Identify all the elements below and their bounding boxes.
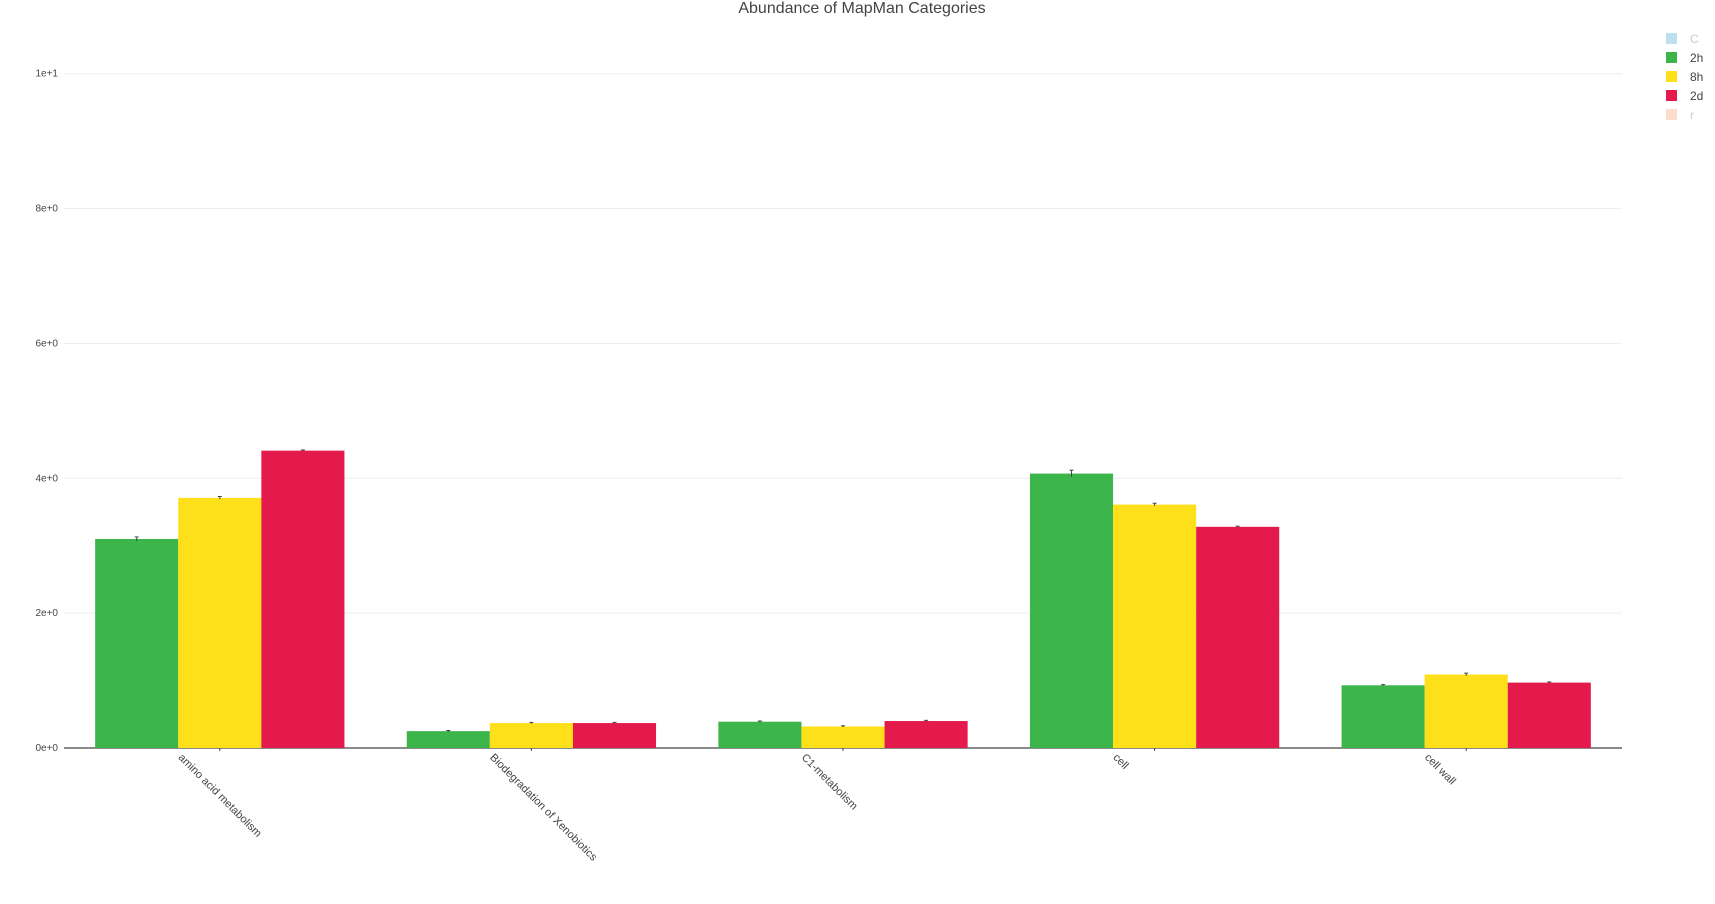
bar-2d-0[interactable] bbox=[261, 450, 345, 748]
bar-8h-2[interactable] bbox=[801, 726, 885, 748]
y-tick-label: 1e+1 bbox=[35, 69, 58, 80]
y-tick-label: 2e+0 bbox=[35, 608, 58, 619]
bar-2d-1[interactable] bbox=[572, 723, 657, 748]
legend-label: 2d bbox=[1690, 89, 1703, 103]
bar-2h-1[interactable] bbox=[406, 731, 490, 748]
y-tick-label: 8e+0 bbox=[35, 204, 58, 215]
x-tick-label: C1-metabolism bbox=[799, 752, 860, 813]
bar-2d-4[interactable] bbox=[1507, 682, 1591, 748]
legend-swatch bbox=[1666, 109, 1677, 120]
legend-swatch bbox=[1666, 52, 1677, 63]
legend-label: C bbox=[1690, 32, 1699, 46]
bar-2h-0[interactable] bbox=[95, 538, 179, 748]
y-tick-label: 0e+0 bbox=[35, 743, 58, 754]
y-tick-label: 6e+0 bbox=[35, 338, 58, 349]
bar-2h-2[interactable] bbox=[718, 721, 802, 748]
x-tick-label: cell bbox=[1110, 752, 1130, 772]
legend-item-2d[interactable]: 2d bbox=[1666, 89, 1703, 103]
x-tick-label: cell wall bbox=[1422, 752, 1458, 788]
bar-8h-0[interactable] bbox=[178, 497, 262, 748]
legend-label: r bbox=[1690, 108, 1694, 122]
y-tick-label: 4e+0 bbox=[35, 473, 58, 484]
y-axis: 0e+0 2e+0 4e+0 6e+0 8e+0 1e+1 bbox=[35, 69, 58, 754]
legend-swatch bbox=[1666, 33, 1677, 44]
bar-8h-4[interactable] bbox=[1424, 674, 1508, 748]
legend-item-r[interactable]: r bbox=[1666, 108, 1694, 122]
bar-2d-2[interactable] bbox=[884, 721, 968, 748]
chart-title: Abundance of MapMan Categories bbox=[738, 0, 985, 17]
legend-item-8h[interactable]: 8h bbox=[1666, 70, 1703, 84]
legend-swatch bbox=[1666, 71, 1677, 82]
bars bbox=[95, 449, 1591, 748]
legend[interactable]: C 2h 8h 2d r bbox=[1666, 32, 1703, 122]
legend-label: 8h bbox=[1690, 70, 1703, 84]
x-axis: amino acid metabolism Biodegradation of X… bbox=[176, 748, 1467, 864]
bar-2d-3[interactable] bbox=[1196, 526, 1280, 748]
bar-2h-3[interactable] bbox=[1029, 473, 1114, 748]
bar-8h-1[interactable] bbox=[489, 723, 573, 748]
x-tick-label: Biodegradation of Xenobiotics bbox=[487, 752, 599, 864]
bar-2h-4[interactable] bbox=[1341, 685, 1425, 748]
legend-swatch bbox=[1666, 90, 1677, 101]
legend-label: 2h bbox=[1690, 51, 1703, 65]
x-tick-label: amino acid metabolism bbox=[176, 752, 264, 840]
legend-item-2h[interactable]: 2h bbox=[1666, 51, 1703, 65]
bar-8h-3[interactable] bbox=[1113, 504, 1197, 748]
legend-item-C[interactable]: C bbox=[1666, 32, 1699, 46]
